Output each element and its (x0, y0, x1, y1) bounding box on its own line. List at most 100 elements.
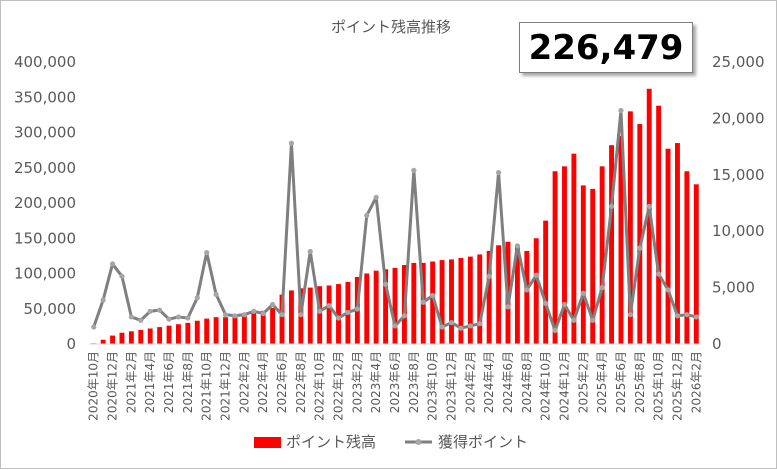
y-tick-label-right: 25,000 (712, 53, 765, 71)
legend-label-balance: ポイント残高 (286, 433, 376, 451)
line-point (270, 301, 276, 308)
bar (637, 124, 643, 344)
bar (147, 328, 153, 344)
bar (609, 145, 615, 344)
bar (270, 308, 276, 344)
legend-swatch-balance (254, 437, 281, 448)
x-tick-label: 2021年2月 (124, 351, 138, 413)
line-point (147, 308, 153, 314)
line-point (684, 312, 690, 318)
line-point (185, 315, 191, 321)
x-tick-label: 2020年10月 (87, 351, 101, 421)
y-tick-label-right: 5,000 (712, 279, 755, 297)
bar (138, 329, 144, 344)
line-point (298, 312, 304, 318)
bar (562, 166, 567, 344)
y-tick-label-right: 20,000 (712, 109, 765, 127)
bar (514, 245, 520, 344)
x-tick-label: 2020年12月 (106, 351, 120, 421)
line-point (354, 306, 360, 312)
x-tick-label: 2025年10月 (652, 351, 666, 421)
line-point (486, 273, 492, 279)
bar (241, 315, 247, 344)
bar (675, 143, 680, 344)
line-point (204, 250, 210, 256)
line-point (514, 243, 521, 249)
x-tick-label: 2023年6月 (388, 351, 402, 413)
bar (326, 285, 332, 344)
x-tick-label: 2022年2月 (237, 351, 251, 413)
chart-title: ポイント残高推移 (331, 18, 451, 36)
line-point (477, 321, 483, 327)
bar (599, 166, 605, 344)
line-point (128, 314, 134, 320)
bar (194, 320, 200, 344)
y-tick-label-right: 0 (712, 335, 722, 353)
bar (524, 250, 530, 344)
bar (204, 318, 210, 344)
bar (213, 317, 219, 344)
line-point (533, 272, 539, 278)
bar (100, 339, 106, 344)
y-tick-label-right: 10,000 (712, 222, 765, 240)
line-point (448, 319, 455, 326)
bar (279, 294, 285, 344)
bar (693, 184, 699, 344)
y-tick-label-left: 400,000 (14, 53, 76, 71)
line-point (618, 107, 624, 114)
y-tick-label-left: 50,000 (24, 300, 77, 318)
line-point (599, 285, 605, 291)
line-series (91, 107, 699, 334)
x-tick-label: 2025年12月 (670, 351, 684, 421)
line-point (279, 312, 285, 318)
line-point (561, 301, 568, 308)
x-tick-label: 2022年10月 (313, 351, 327, 421)
x-tick-label: 2022年12月 (332, 351, 346, 421)
x-tick-label: 2024年10月 (539, 351, 553, 421)
legend-label-earned: 獲得ポイント (438, 433, 528, 451)
line-point (608, 203, 615, 209)
line-point (175, 314, 182, 320)
x-tick-label: 2025年4月 (595, 351, 609, 413)
x-tick-label: 2024年6月 (501, 351, 515, 413)
y-tick-label-right: 15,000 (712, 166, 765, 184)
line-point (637, 245, 643, 251)
line-point (194, 295, 200, 301)
x-tick-label: 2021年6月 (162, 351, 176, 413)
x-tick-label: 2026年2月 (689, 351, 703, 413)
line-point (364, 212, 370, 219)
bar (251, 312, 257, 344)
x-tick-label: 2021年8月 (181, 351, 195, 413)
line-point (543, 300, 549, 306)
line-point (91, 324, 97, 330)
legend-marker-earned (415, 439, 422, 445)
y-tick-label-left: 300,000 (14, 124, 76, 142)
x-tick-label: 2022年6月 (275, 351, 289, 413)
x-tick-label: 2023年4月 (369, 351, 383, 413)
x-tick-label: 2025年2月 (576, 351, 590, 413)
x-tick-label: 2022年8月 (294, 351, 308, 413)
line-point (307, 248, 313, 255)
x-tick-label: 2025年8月 (633, 351, 647, 413)
line-point (288, 140, 295, 146)
line-point (335, 315, 342, 321)
line-point (100, 297, 106, 303)
line-point (411, 167, 417, 173)
legend: ポイント残高 獲得ポイント (254, 433, 528, 451)
line-point (420, 299, 426, 305)
bar (383, 269, 389, 344)
line-point (251, 308, 257, 314)
x-tick-label: 2021年10月 (200, 351, 214, 421)
bar (458, 257, 464, 344)
line-point (138, 317, 144, 323)
y-tick-label-left: 100,000 (14, 265, 76, 283)
bar (571, 153, 577, 344)
bar (656, 105, 662, 345)
bar (684, 171, 690, 344)
bar (175, 324, 181, 344)
line-point (674, 313, 681, 319)
line-point (656, 271, 662, 277)
bar (533, 238, 539, 344)
bar (467, 256, 473, 344)
